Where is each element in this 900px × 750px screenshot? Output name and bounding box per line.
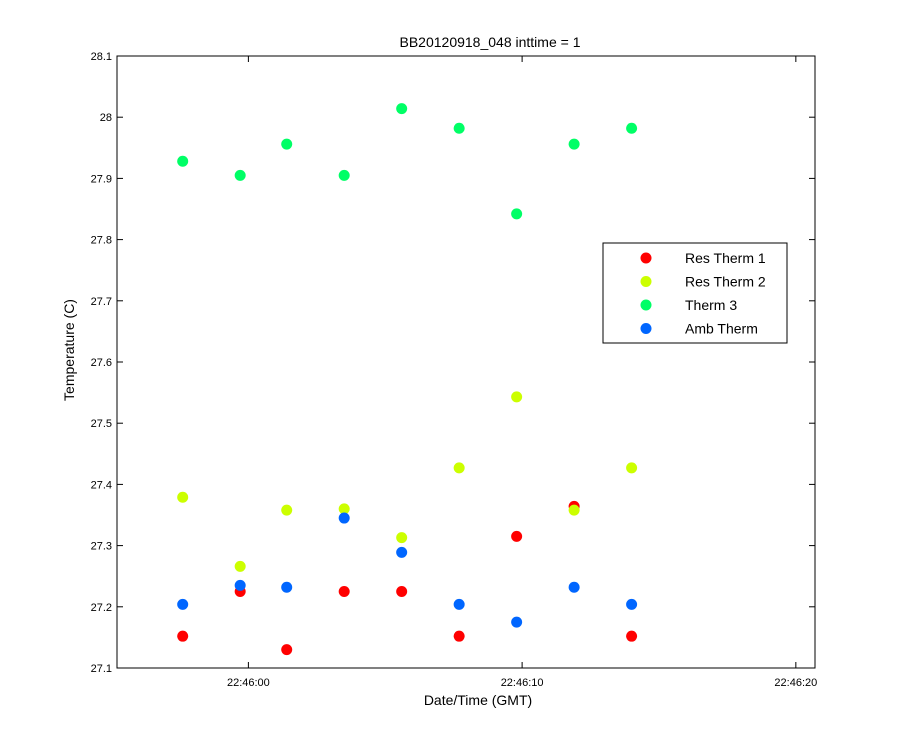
x-tick-label: 22:46:10 <box>501 677 544 689</box>
data-point <box>511 208 523 220</box>
x-tick-label: 22:46:20 <box>774 677 817 689</box>
y-tick-label: 27.5 <box>91 418 112 430</box>
data-point <box>281 504 293 516</box>
y-tick-label: 27.9 <box>91 173 112 185</box>
data-point <box>338 503 350 515</box>
data-point <box>568 581 580 593</box>
data-point <box>177 598 189 610</box>
y-tick-label: 27.7 <box>91 296 112 308</box>
data-point <box>396 546 408 558</box>
y-tick-label: 27.6 <box>91 357 112 369</box>
data-point <box>453 462 465 474</box>
axis-ticks: 27.1 27.2 27.3 27.4 27.5 27.6 27.7 27.8 27.9 28 28… <box>91 51 818 689</box>
legend-label: Res Therm 2 <box>685 274 766 290</box>
data-point <box>626 630 638 642</box>
data-point <box>234 579 246 591</box>
y-tick-label: 28.1 <box>91 51 112 63</box>
legend-label: Therm 3 <box>685 297 737 313</box>
data-point <box>281 581 293 593</box>
y-tick-label: 28 <box>100 112 112 124</box>
legend-marker <box>640 299 652 311</box>
series-1 <box>177 391 638 572</box>
data-point <box>511 391 523 403</box>
legend: Res Therm 1 Res Therm 2 Therm 3 Amb Therm <box>602 242 788 344</box>
data-point <box>453 122 465 134</box>
data-point <box>568 138 580 150</box>
data-point <box>396 532 408 544</box>
data-point <box>177 491 189 503</box>
data-point <box>338 586 350 597</box>
data-point <box>511 616 523 628</box>
data-point <box>234 169 246 181</box>
data-point <box>626 122 638 134</box>
data-point <box>338 512 350 524</box>
x-tick-label: 22:46:00 <box>227 677 270 689</box>
data-points <box>177 103 638 656</box>
data-point <box>234 560 246 572</box>
legend-marker <box>640 252 652 264</box>
y-tick-label: 27.8 <box>91 235 112 247</box>
y-axis-title: Temperature (C) <box>61 299 77 401</box>
legend-label: Amb Therm <box>685 321 758 337</box>
plot-frame <box>116 55 816 669</box>
legend-marker <box>640 323 652 334</box>
legend-label: Res Therm 1 <box>685 250 766 266</box>
data-point <box>281 138 293 150</box>
data-point <box>281 644 293 656</box>
data-point <box>626 598 638 610</box>
y-tick-label: 27.4 <box>91 479 112 491</box>
legend-marker <box>640 276 652 287</box>
data-point <box>177 155 189 167</box>
y-tick-label: 27.3 <box>91 541 112 553</box>
data-point <box>338 169 350 181</box>
data-point <box>453 598 465 610</box>
data-point <box>396 103 408 115</box>
y-tick-label: 27.1 <box>91 663 112 675</box>
legend-box <box>602 242 788 344</box>
data-point <box>396 586 408 597</box>
series-3 <box>177 512 638 628</box>
data-point <box>626 462 638 474</box>
y-tick-label: 27.2 <box>91 602 112 614</box>
data-point <box>568 504 580 516</box>
series-2 <box>177 103 638 220</box>
data-point <box>511 530 523 542</box>
series-0 <box>177 500 638 656</box>
data-point <box>453 630 465 642</box>
x-axis-title: Date/Time (GMT) <box>424 692 532 708</box>
data-point <box>177 630 189 642</box>
chart-title: BB20120918_048 inttime = 1 <box>400 34 581 50</box>
